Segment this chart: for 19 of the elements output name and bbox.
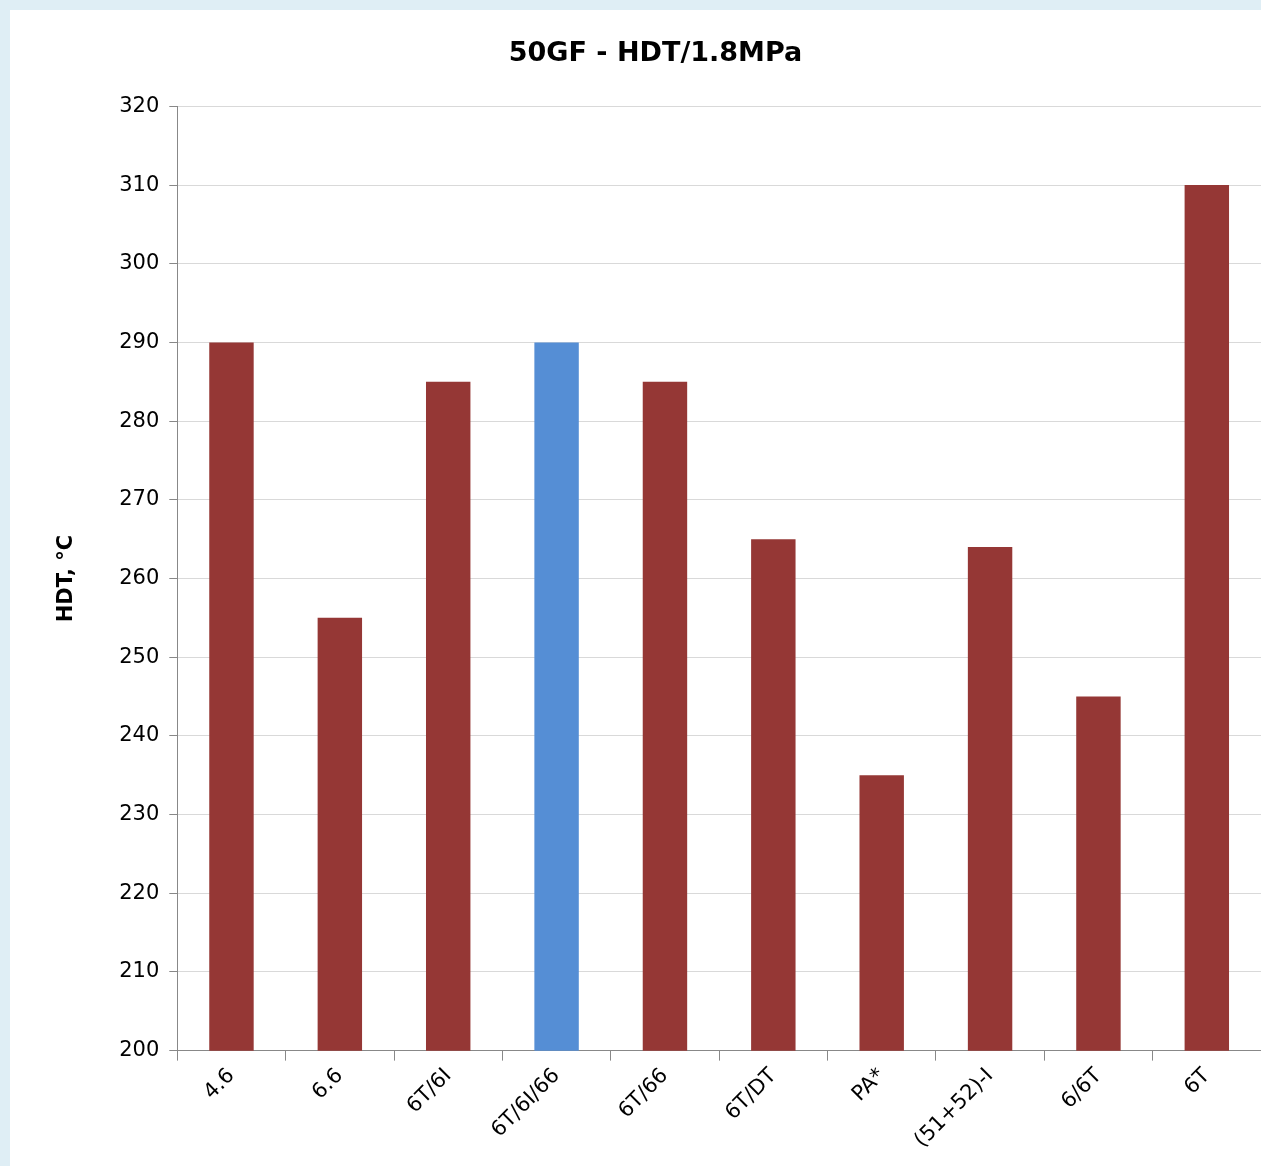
x-tick-label: PA*	[846, 1062, 890, 1106]
chart-title: 50GF - HDT/1.8MPa	[508, 36, 803, 68]
y-tick-label: 280	[119, 407, 160, 432]
y-axis-title: HDT, °C	[53, 534, 78, 623]
x-tick-label: 4.6	[198, 1062, 239, 1104]
y-tick-label: 200	[119, 1037, 160, 1062]
y-tick-label: 320	[119, 92, 160, 117]
y-tick-label: 300	[119, 250, 160, 275]
y-tick-label: 230	[119, 801, 160, 826]
x-tick-label: 6.6	[306, 1062, 348, 1104]
y-tick-label: 310	[119, 171, 160, 196]
y-tick-label: 250	[119, 643, 160, 668]
x-tick-label: 6T	[1178, 1062, 1215, 1099]
y-tick-label: 290	[119, 328, 160, 353]
y-tick-label: 210	[119, 958, 160, 983]
y-tick-label: 220	[119, 879, 160, 904]
y-tick-label: 260	[119, 564, 160, 589]
y-tick-label: 270	[119, 486, 160, 511]
y-tick-label: 240	[119, 722, 160, 747]
